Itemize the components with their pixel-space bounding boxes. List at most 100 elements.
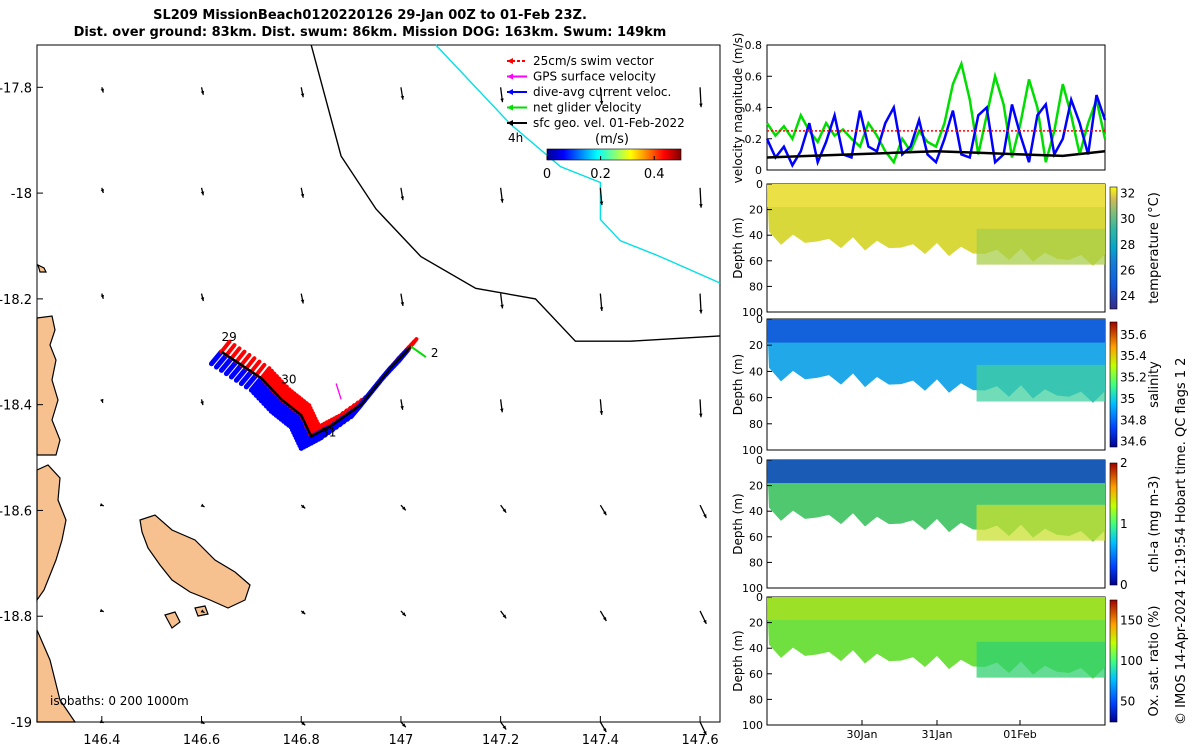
section-colorbar-tick-label: 0 — [1120, 578, 1128, 592]
section-panel: 0 20 40 60 80 100 Depth (m) 50 100 150 Ox. sat. ra… — [731, 591, 1162, 741]
dive-avg-current-vector — [208, 349, 224, 367]
dive-avg-current-vector — [266, 394, 282, 412]
arrow-head — [100, 88, 104, 93]
arrow-head — [300, 299, 305, 304]
section-ytick-label: 80 — [749, 280, 763, 293]
swim-vector — [261, 368, 274, 383]
dive-avg-current-vector — [292, 420, 308, 438]
arrow-head — [402, 612, 406, 617]
swim-vector — [281, 389, 294, 404]
arrow-head — [301, 504, 306, 509]
figure-title-line2: Dist. over ground: 83km. Dist. swum: 86k… — [73, 25, 667, 40]
dive-avg-current-vector — [291, 418, 307, 436]
map-xtick-label: 146.8 — [283, 733, 320, 748]
section-colorbar-tick-label: 30 — [1120, 212, 1135, 226]
land-shape — [139, 514, 251, 609]
isobath-lines — [310, 44, 721, 342]
credit-text: © IMOS 14-Apr-2024 12:19:54 Hobart time.… — [1174, 357, 1189, 725]
section-ytick-label: 40 — [749, 229, 763, 242]
geostrophic-arrow — [499, 87, 504, 103]
section-colorbar-tick-label: 26 — [1120, 263, 1135, 277]
arrow-head — [300, 93, 305, 98]
section-colorbar-tick-label: 28 — [1120, 238, 1135, 252]
swim-vector — [279, 387, 292, 402]
section-ytick-label: 40 — [749, 505, 763, 518]
geostrophic-arrow — [100, 87, 104, 93]
section-panel: 0 20 40 60 80 100 Depth (m) 0 1 2 chl-a (mg m-3) — [731, 454, 1162, 595]
section-colorbar-tick-label: 35.4 — [1120, 349, 1147, 363]
arrow-head — [603, 511, 607, 516]
velocity-series-line — [765, 59, 1107, 165]
arrow-head — [301, 721, 306, 726]
section-panel: 0 20 40 60 80 100 Depth (m) 24 26 28 30 32 temperatu… — [731, 178, 1162, 319]
map-axis-ticks: 146.4 146.6 146.8 147 147.2 147.4 147.6 -17.8 -1… — [0, 81, 719, 748]
section-ytick-label: 80 — [749, 556, 763, 569]
dive-avg-current-vector — [263, 391, 279, 409]
section-colorbar-label: salinity — [1147, 361, 1162, 408]
geostrophic-arrow — [699, 721, 707, 736]
velocity-series-line — [766, 150, 1106, 159]
day-label: 29 — [221, 330, 236, 344]
section-colorbar-tick-label: 1 — [1120, 517, 1128, 531]
swim-vector — [276, 384, 289, 399]
legend-label: net glider velocity — [533, 101, 641, 115]
geostrophic-arrow — [599, 721, 607, 733]
section-ytick-label: 40 — [749, 365, 763, 378]
geostrophic-arrow — [400, 293, 405, 307]
dive-avg-current-vector — [256, 383, 272, 401]
geostrophic-arrow — [300, 504, 306, 509]
geostrophic-arrow — [599, 610, 607, 622]
geostrophic-arrow — [699, 610, 707, 625]
geostrophic-arrow — [200, 293, 205, 302]
geostrophic-arrow — [599, 399, 604, 415]
geostrophic-arrow — [699, 187, 703, 208]
swim-vector — [299, 403, 312, 418]
legend-label: dive-avg current veloc. — [533, 85, 671, 99]
swim-vector — [266, 374, 279, 389]
section-ytick-label: 0 — [756, 178, 763, 191]
geostrophic-arrow — [699, 293, 703, 314]
geostrophic-arrow — [699, 504, 707, 519]
dive-avg-current-vector — [281, 406, 297, 424]
arrow-head — [603, 728, 607, 733]
section-ytick-label: 0 — [756, 591, 763, 604]
arrow-head — [703, 730, 707, 735]
map-ytick-label: -18.8 — [0, 610, 32, 625]
arrow-head — [200, 503, 205, 507]
glider-track-line — [220, 345, 412, 439]
geostrophic-arrow — [499, 187, 504, 203]
dive-avg-current-vector — [243, 372, 259, 390]
dive-avg-current-vector — [228, 362, 244, 380]
arrow-head — [699, 204, 703, 208]
geostrophic-arrow — [99, 503, 104, 507]
land-shape — [164, 611, 181, 629]
geostrophic-arrow — [200, 187, 205, 196]
section-ytick-label: 100 — [742, 306, 763, 319]
dive-avg-current-vector — [233, 365, 249, 383]
dive-avg-current-vector — [271, 398, 287, 416]
section-deep-band — [976, 364, 1105, 402]
geostrophic-arrow — [300, 721, 306, 726]
dive-avg-current-vector — [278, 404, 294, 422]
map-ytick-label: -17.8 — [0, 81, 32, 96]
arrow-head — [400, 405, 404, 410]
dive-avg-current-vector — [296, 428, 312, 446]
swim-vector — [249, 359, 262, 374]
day-label: 31 — [321, 425, 336, 439]
section-ytick-label: 100 — [742, 719, 763, 732]
arrow-head — [699, 309, 703, 314]
geostrophic-arrow — [400, 187, 405, 201]
swim-vector — [259, 366, 272, 381]
legend-arrowhead — [507, 89, 513, 95]
geostrophic-arrow — [400, 399, 404, 410]
swim-vector — [234, 349, 247, 364]
map-xtick-label: 146.4 — [83, 733, 120, 748]
section-colorbar-tick-label: 34.6 — [1120, 435, 1147, 449]
geostrophic-arrow — [599, 504, 607, 516]
geostrophic-arrow — [200, 87, 205, 95]
day-label: 30 — [281, 373, 296, 387]
figure-title-line1: SL209 MissionBeach0120220126 29-Jan 00Z … — [153, 8, 587, 23]
arrow-head — [502, 725, 507, 730]
map-xtick-label: 147.6 — [681, 733, 718, 748]
